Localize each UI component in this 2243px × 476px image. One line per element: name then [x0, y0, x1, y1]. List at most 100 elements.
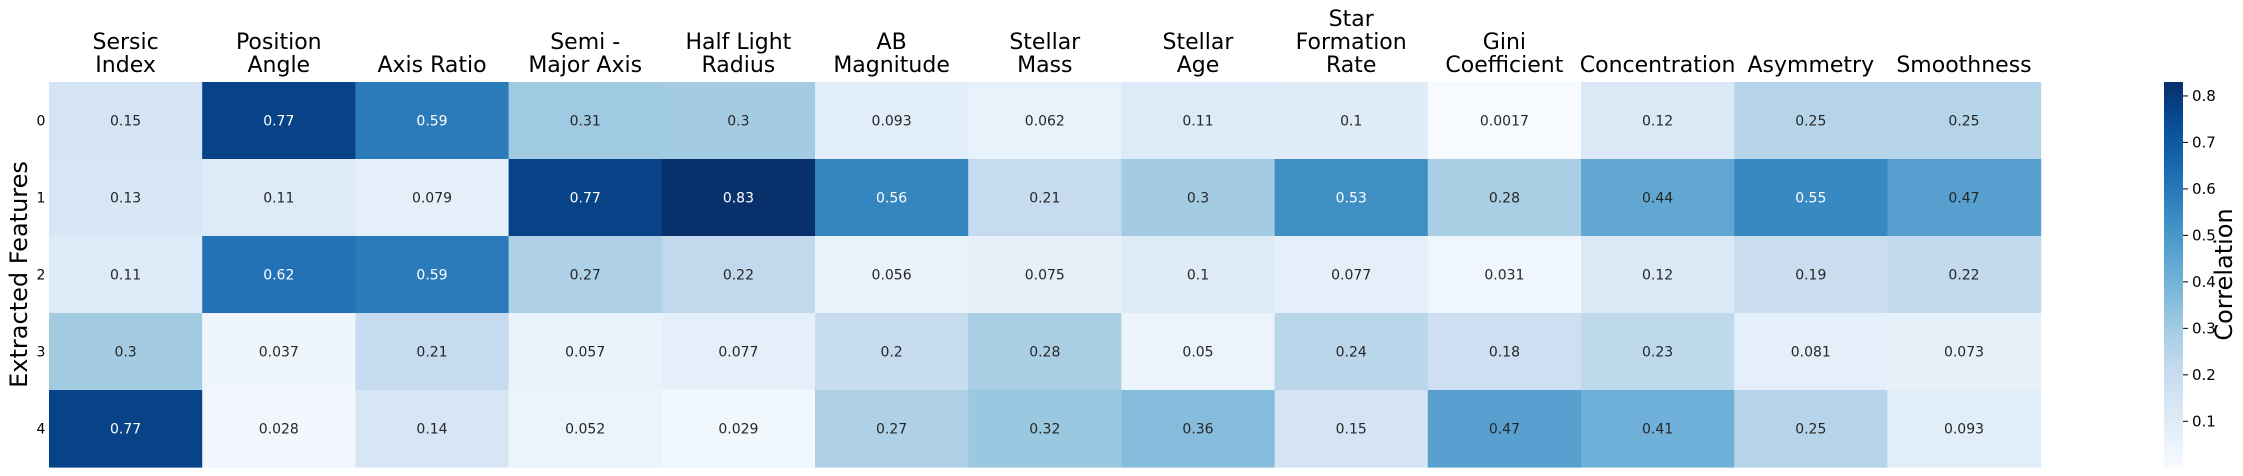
heatmap-cell	[1427, 390, 1582, 468]
heatmap-cell	[1581, 390, 1735, 468]
cell-value-label: 0.47	[1489, 422, 1520, 438]
column-label: Age	[1177, 53, 1220, 78]
cell-value-label: 0.13	[110, 191, 141, 207]
heatmap-cell	[49, 390, 203, 468]
cell-value-label: 0.77	[110, 422, 141, 438]
cell-value-label: 0.15	[1336, 422, 1367, 438]
cell-value-label: 0.14	[416, 422, 447, 438]
cell-value-label: 0.83	[723, 191, 754, 207]
heatmap-cell	[1427, 313, 1582, 391]
heatmap-cell	[1274, 236, 1429, 314]
heatmap-cell	[661, 313, 816, 391]
column-label: Radius	[702, 53, 776, 78]
cell-value-label: 0.11	[263, 191, 294, 207]
heatmap-cell	[1581, 82, 1735, 160]
cell-value-label: 0.2	[880, 345, 902, 361]
heatmap-cell	[355, 313, 510, 391]
cell-value-label: 0.62	[263, 268, 294, 284]
column-label: Magnitude	[833, 53, 950, 78]
column-label: Major Axis	[528, 53, 642, 78]
column-label: Smoothness	[1896, 53, 2031, 78]
row-label: 0	[37, 114, 46, 130]
heatmap-cell	[355, 390, 510, 468]
cell-value-label: 0.079	[412, 191, 452, 207]
colorbar-tick-label: 0.8	[2192, 87, 2216, 105]
cell-value-label: 0.77	[570, 191, 601, 207]
cell-value-label: 0.55	[1795, 191, 1826, 207]
column-label: Position	[236, 30, 322, 55]
cell-value-label: 0.28	[1029, 345, 1060, 361]
heatmap-cell	[49, 313, 203, 391]
cell-value-label: 0.031	[1484, 268, 1524, 284]
cell-value-label: 0.56	[876, 191, 907, 207]
cell-value-label: 0.062	[1025, 114, 1065, 130]
column-label: Coefficient	[1445, 53, 1563, 78]
cell-value-label: 0.028	[259, 422, 299, 438]
row-label: 3	[37, 345, 46, 361]
cell-value-label: 0.28	[1489, 191, 1520, 207]
y-axis-title: Extracted Features	[5, 161, 33, 388]
column-label: Axis Ratio	[377, 53, 486, 78]
heatmap-cell	[1121, 313, 1276, 391]
cell-value-label: 0.077	[1331, 268, 1371, 284]
cell-value-label: 0.36	[1182, 422, 1213, 438]
heatmap-cell	[968, 82, 1122, 160]
row-label: 4	[37, 422, 46, 438]
column-label: Star	[1329, 7, 1375, 32]
heatmap-cell	[1121, 82, 1276, 160]
heatmap-cell	[202, 82, 356, 160]
cell-value-label: 0.3	[114, 345, 136, 361]
heatmap-cells: 0.15 0.77 0.59 0.31 0.3 0.093 0.062 0.11 0.1 0.00…	[49, 82, 2042, 468]
column-label: Sersic	[92, 30, 158, 55]
cell-value-label: 0.59	[416, 268, 447, 284]
colorbar-tick-label: 0.1	[2192, 412, 2216, 430]
column-label: Formation	[1296, 30, 1407, 55]
heatmap-cell	[1427, 236, 1582, 314]
colorbar-tick-label: 0.3	[2192, 319, 2216, 337]
heatmap-cell	[1734, 159, 1888, 237]
cell-value-label: 0.077	[718, 345, 758, 361]
cell-value-label: 0.12	[1642, 268, 1673, 284]
cell-value-label: 0.23	[1642, 345, 1673, 361]
heatmap-cell	[1887, 159, 2042, 237]
cell-value-label: 0.24	[1336, 345, 1367, 361]
cell-value-label: 0.22	[723, 268, 754, 284]
cell-value-label: 0.22	[1948, 268, 1979, 284]
cell-value-label: 0.31	[570, 114, 601, 130]
heatmap-cell	[1274, 82, 1429, 160]
heatmap-cell	[815, 313, 969, 391]
heatmap-cell	[968, 390, 1122, 468]
heatmap-cell	[1121, 236, 1276, 314]
heatmap-cell	[1734, 236, 1888, 314]
heatmap-cell	[1581, 159, 1735, 237]
heatmap-cell	[355, 82, 510, 160]
heatmap-cell	[815, 82, 969, 160]
cell-value-label: 0.029	[718, 422, 758, 438]
cell-value-label: 0.41	[1642, 422, 1673, 438]
heatmap-cell	[1121, 159, 1276, 237]
column-label: Rate	[1326, 53, 1376, 78]
cell-value-label: 0.21	[1029, 191, 1060, 207]
cell-value-label: 0.15	[110, 114, 141, 130]
column-label: Asymmetry	[1747, 53, 1874, 78]
column-label: Gini	[1483, 30, 1526, 55]
heatmap-cell	[1887, 82, 2042, 160]
heatmap-cell	[508, 236, 663, 314]
cell-value-label: 0.081	[1791, 345, 1831, 361]
column-label: Angle	[247, 53, 310, 78]
cell-value-label: 0.073	[1944, 345, 1984, 361]
cell-value-label: 0.052	[565, 422, 605, 438]
column-label: Stellar	[1009, 30, 1081, 55]
heatmap-cell	[355, 159, 510, 237]
heatmap-cell	[1887, 313, 2042, 391]
cell-value-label: 0.056	[872, 268, 912, 284]
cell-value-label: 0.1	[1340, 114, 1362, 130]
cell-value-label: 0.47	[1948, 191, 1979, 207]
heatmap-cell	[661, 236, 816, 314]
colorbar-tick-label: 0.5	[2192, 226, 2216, 244]
heatmap-cell	[49, 159, 203, 237]
heatmap-cell	[202, 236, 356, 314]
row-label: 1	[37, 191, 46, 207]
cell-value-label: 0.18	[1489, 345, 1520, 361]
